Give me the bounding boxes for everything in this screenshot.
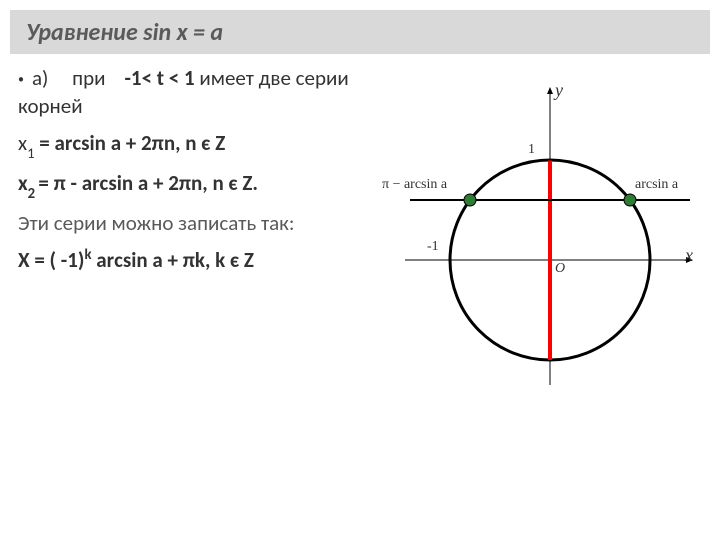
- l1-a: а): [32, 65, 48, 91]
- tick-one: 1: [528, 142, 535, 158]
- line-5: X = ( -1)k arсsin a + πk, k є Z: [18, 245, 378, 274]
- l3-rest: = π - arсsin a + 2πn, n є Z.: [38, 170, 258, 196]
- x-axis-label: x: [685, 245, 693, 266]
- line-3: x2 = π - arсsin a + 2πn, n є Z.: [18, 169, 378, 201]
- title-bar: Уравнение sin x = a: [10, 10, 710, 54]
- l1-b: при: [72, 65, 105, 91]
- y-axis-label: y: [555, 80, 563, 101]
- l5-pre: X = ( -1): [18, 247, 84, 273]
- origin-label: O: [555, 261, 565, 277]
- line-1: •а) при -1< t < 1 имеет две серии корней: [18, 64, 378, 121]
- l3-sub: 2: [28, 184, 39, 202]
- l5-rest: arсsin a + πk, k є Z: [92, 247, 254, 273]
- page-title: Уравнение sin x = a: [26, 18, 223, 47]
- unit-circle-diagram: y x 1 -1 O arcsin a π − arcsin a: [400, 80, 700, 390]
- l2-sub: 1: [27, 144, 34, 162]
- l1-c: -1< t < 1: [125, 65, 195, 91]
- diagram-svg: [400, 80, 700, 390]
- pi-minus-arcsin-label: π − arcsin a: [382, 177, 447, 193]
- arcsin-label: arcsin a: [635, 177, 678, 193]
- line-4: Эти серии можно записать так:: [18, 209, 378, 237]
- bullet-icon: •: [18, 73, 24, 87]
- content-text: •а) при -1< t < 1 имеет две серии корней…: [18, 64, 378, 282]
- l5-sup: k: [84, 245, 91, 263]
- l2-rest: = arсsin a + 2πn, n є Z: [35, 130, 226, 156]
- line-2: x1 = arсsin a + 2πn, n є Z: [18, 129, 378, 161]
- l3-pre: x: [18, 170, 28, 196]
- tick-neg-one: -1: [427, 239, 439, 255]
- l2-pre: x: [18, 130, 27, 156]
